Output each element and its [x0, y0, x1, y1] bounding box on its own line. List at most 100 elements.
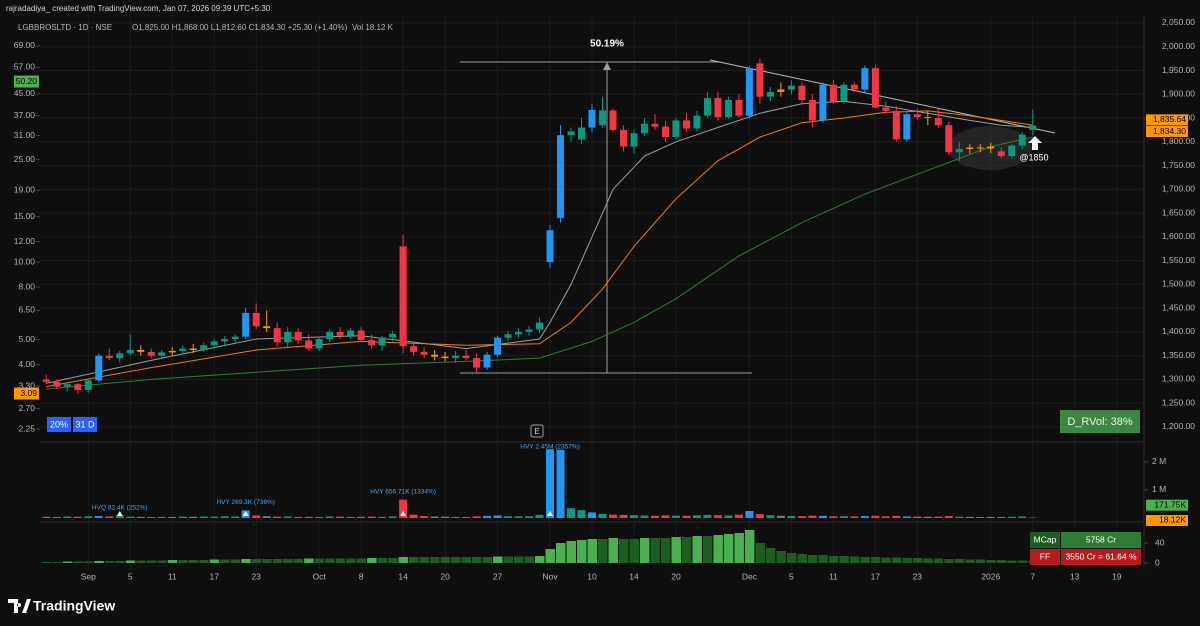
candle-body: [598, 110, 606, 126]
candle-body: [819, 84, 827, 121]
candle-body: [651, 123, 659, 127]
x-tick-label: 23: [251, 571, 261, 581]
volume-bar: [839, 516, 848, 518]
candle-body: [357, 330, 365, 340]
candle-body: [420, 351, 428, 355]
volume-bar: [420, 516, 429, 518]
candle-body: [1018, 134, 1026, 146]
badge: [47, 417, 71, 432]
volume-bar: [199, 516, 208, 518]
y2-tick-label: 37.00: [14, 110, 36, 120]
attribution: rajradadiya_ created with TradingView.co…: [6, 4, 271, 13]
volume-bar: [367, 516, 376, 518]
indicator-bar: [83, 561, 94, 563]
volume-marker: [400, 511, 407, 516]
candle-body: [1008, 145, 1016, 157]
indicator-bar: [199, 560, 209, 563]
candle-body: [515, 331, 523, 335]
volume-bar: [63, 516, 72, 518]
candle-body: [483, 354, 491, 368]
volume-marker: [242, 511, 249, 516]
volume-bar: [965, 516, 974, 518]
y-tick-label: 1,250.00: [1162, 397, 1195, 407]
indicator-bar: [440, 557, 451, 563]
y2-tag: [14, 387, 39, 400]
candle-body: [892, 110, 900, 140]
indicator-bar: [94, 561, 104, 563]
candle-body: [168, 350, 176, 353]
x-tick-label: 27: [493, 571, 503, 581]
indicator-bar: [461, 557, 472, 563]
y2-tick-label: 31.00: [14, 130, 36, 140]
volume-bar: [829, 516, 838, 518]
volume-bar: [220, 516, 229, 518]
rvol: D_RVol: 38%: [1067, 416, 1132, 428]
candle-body: [578, 127, 586, 140]
volume-bar: [115, 515, 124, 518]
indicator-bar: [986, 560, 996, 563]
candle-body: [294, 331, 302, 341]
volume-tick-label: 2 M: [1152, 456, 1166, 466]
indicator-bar: [314, 558, 325, 563]
x-tick-label: 17: [209, 571, 219, 581]
volume-annotation: HVQ 82.4K (252%): [92, 504, 148, 511]
indicator-bar: [388, 558, 398, 563]
y2-tick-label: 2.25: [18, 423, 35, 433]
candle-body: [284, 331, 292, 343]
indicator-bar: [220, 559, 230, 563]
volume-bar: [955, 516, 964, 518]
candle-body: [777, 89, 785, 92]
candle-body: [945, 125, 953, 153]
candle-body: [84, 380, 92, 390]
volume-bar: [504, 516, 513, 518]
volume-bar: [231, 516, 240, 518]
candle-body: [189, 348, 197, 350]
candle-body: [829, 84, 837, 102]
volume-bar: [976, 517, 985, 518]
candle-body: [63, 384, 71, 387]
candle-body: [913, 114, 921, 118]
y-tick-label: 1,600.00: [1162, 231, 1195, 241]
indicator-bar: [241, 559, 251, 563]
rvol-box: [1060, 410, 1140, 433]
candle-body: [410, 346, 418, 352]
x-tick-label: Nov: [542, 571, 558, 581]
y-tick-label: 2,000.00: [1162, 41, 1195, 51]
volume-bar: [136, 516, 145, 518]
event-marker[interactable]: E: [534, 427, 539, 436]
indicator-bar: [765, 548, 776, 563]
indicator-bar: [524, 556, 535, 563]
indicator-bar: [409, 557, 419, 563]
x-tick-label: 5: [128, 571, 133, 581]
volume-bar: [1007, 516, 1016, 518]
event-box[interactable]: [530, 424, 544, 438]
indicator-bar: [965, 559, 975, 563]
indicator-bar: [639, 538, 650, 563]
volume-bar: [483, 515, 492, 518]
volume-bar: [850, 516, 859, 518]
volume-bar: [451, 516, 460, 518]
table-cell: [1061, 549, 1141, 565]
indicator-bar: [367, 558, 377, 563]
badge-text: 31 D: [75, 419, 95, 429]
indicator-bar: [713, 535, 723, 563]
candle-body: [787, 85, 795, 90]
candle-body: [53, 381, 61, 387]
table-cell: [1061, 532, 1141, 548]
candle-body: [640, 123, 648, 134]
candle-body: [221, 339, 229, 342]
indicator-bar: [923, 558, 933, 563]
y2-tick-label: 10.00: [14, 256, 36, 266]
volume-bar: [210, 516, 219, 518]
x-tick-label: 23: [913, 571, 923, 581]
candle-body: [766, 91, 774, 97]
candle-body: [126, 349, 134, 354]
volume-bar: [462, 516, 471, 518]
volume-bar: [441, 516, 450, 518]
volume-bar: [357, 516, 366, 518]
volume-tag: [1146, 514, 1188, 526]
y2-tick-label: 57.00: [14, 62, 36, 72]
candle-body: [137, 349, 145, 352]
table-value: 5758 Cr: [1086, 534, 1116, 544]
x-tick-label: 5: [789, 571, 794, 581]
